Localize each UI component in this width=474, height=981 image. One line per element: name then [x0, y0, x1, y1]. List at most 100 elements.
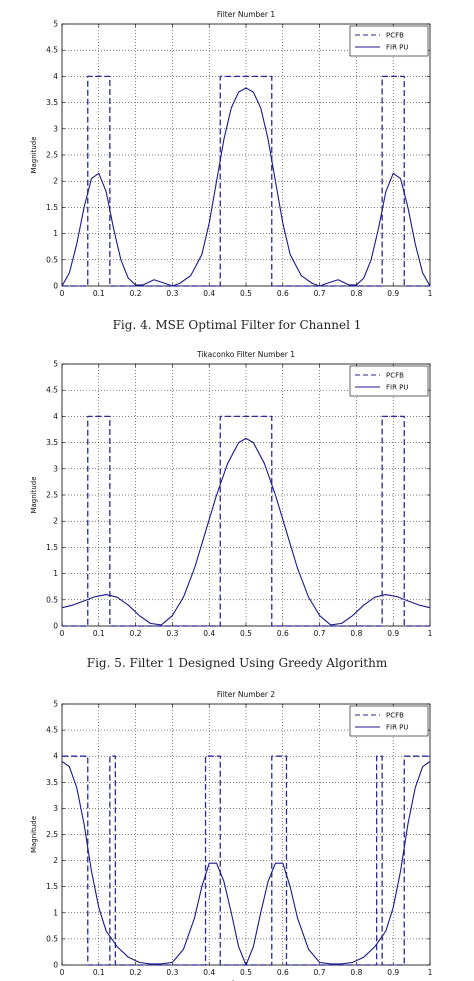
y-tick-label: 1.5	[46, 203, 58, 212]
fir-pu-series-line	[61, 760, 431, 966]
chart-panel-2: 0 0.1 0.2 0.3 0.4 0.5 0.6 0.7 0.8 0.9 1 0 0.5 1 1.5 2 2.…	[0, 340, 474, 640]
y-tick-label: 2	[53, 517, 58, 526]
y-tick-label: 0	[53, 961, 58, 970]
x-tick-label: 0.6	[277, 289, 289, 298]
y-tick-label: 3.5	[46, 778, 58, 787]
chart-panel-3: 0 0.1 0.2 0.3 0.4 0.5 0.6 0.7 0.8 0.9 1 0 0.5 1 1.5 2 2.…	[0, 676, 474, 981]
y-tick-label: 1	[53, 908, 58, 917]
x-tick-label: 1	[428, 968, 433, 977]
y-axis: 0 0.5 1 1.5 2 2.5 3 3.5 4 4.5 5	[46, 700, 430, 970]
pcfb-series-line	[62, 415, 430, 627]
y-tick-label: 1.5	[46, 882, 58, 891]
x-tick-label: 0.8	[350, 968, 362, 977]
x-tick-label: 0.4	[203, 629, 215, 638]
legend-entry: PCFB	[386, 372, 404, 380]
x-tick-label: 0.5	[240, 289, 252, 298]
x-tick-label: 0	[60, 968, 65, 977]
y-tick-label: 0	[53, 282, 58, 291]
y-axis-label: Magnitude	[30, 136, 38, 173]
y-axis: 0 0.5 1 1.5 2 2.5 3 3.5 4 4.5 5	[46, 360, 430, 631]
y-tick-label: 3.5	[46, 98, 58, 107]
y-axis: 0 0.5 1 1.5 2 2.5 3 3.5 4 4.5 5	[46, 20, 430, 291]
x-tick-label: 0.6	[277, 968, 289, 977]
x-tick-label: 0.5	[240, 968, 252, 977]
y-tick-label: 2.5	[46, 151, 58, 160]
x-tick-label: 0.9	[387, 289, 399, 298]
x-tick-label: 0.2	[130, 289, 142, 298]
tikaconko-filter-1-chart: 0 0.1 0.2 0.3 0.4 0.5 0.6 0.7 0.8 0.9 1 0 0.5 1 1.5 2 2.…	[30, 350, 433, 638]
y-axis-label: Magnitude	[30, 816, 38, 853]
figure-caption-4: Fig. 4. MSE Optimal Filter for Channel 1	[112, 318, 362, 332]
x-axis: 0 0.1 0.2 0.3 0.4 0.5 0.6 0.7 0.8 0.9 1	[60, 24, 433, 298]
x-tick-label: 1	[428, 289, 433, 298]
chart-panel-1: 0 0.1 0.2 0.3 0.4 0.5 0.6 0.7 0.8 0.9 1 0 0.5 1 1.5 2 2.…	[0, 0, 474, 300]
chart-title: Filter Number 2	[217, 690, 275, 699]
y-tick-label: 0	[53, 622, 58, 631]
legend-entry: FIR PU	[386, 384, 409, 392]
y-tick-label: 2	[53, 856, 58, 865]
fir-pu-series-line	[61, 437, 431, 626]
fir-pu-series-line	[61, 87, 431, 287]
y-tick-label: 2.5	[46, 830, 58, 839]
y-tick-label: 1	[53, 229, 58, 238]
x-tick-label: 0.3	[166, 289, 178, 298]
y-tick-label: 4.5	[46, 46, 58, 55]
y-tick-label: 2	[53, 177, 58, 186]
pcfb-series-line	[62, 75, 430, 287]
y-tick-label: 0.5	[46, 595, 58, 604]
y-axis-label: Magnitude	[30, 476, 38, 513]
x-tick-label: 0.9	[387, 968, 399, 977]
legend: PCFB FIR PU	[349, 705, 429, 737]
y-tick-label: 1.5	[46, 543, 58, 552]
x-tick-label: 0.5	[240, 629, 252, 638]
legend: PCFB FIR PU	[349, 25, 429, 57]
y-tick-label: 4.5	[46, 726, 58, 735]
figure-caption-5: Fig. 5. Filter 1 Designed Using Greedy A…	[86, 656, 388, 670]
x-tick-label: 0.3	[166, 629, 178, 638]
y-tick-label: 0.5	[46, 255, 58, 264]
y-tick-label: 3.5	[46, 438, 58, 447]
x-tick-label: 0.7	[314, 629, 326, 638]
y-tick-label: 0.5	[46, 934, 58, 943]
legend-box	[349, 365, 429, 397]
filter-1-chart: 0 0.1 0.2 0.3 0.4 0.5 0.6 0.7 0.8 0.9 1 0 0.5 1 1.5 2 2.…	[30, 10, 433, 298]
legend: PCFB FIR PU	[349, 365, 429, 397]
y-tick-label: 3	[53, 804, 58, 813]
x-tick-label: 0.7	[314, 289, 326, 298]
y-tick-label: 4.5	[46, 386, 58, 395]
x-tick-label: 0.1	[93, 289, 105, 298]
chart-title: Filter Number 1	[217, 10, 275, 19]
x-tick-label: 0	[60, 629, 65, 638]
x-tick-label: 0.6	[277, 629, 289, 638]
legend-entry: PCFB	[386, 712, 404, 720]
legend-box	[349, 705, 429, 737]
y-tick-label: 5	[53, 20, 58, 29]
chart-title: Tikaconko Filter Number 1	[196, 350, 295, 359]
x-tick-label: 1	[428, 629, 433, 638]
x-tick-label: 0.8	[350, 289, 362, 298]
x-tick-label: 0.1	[93, 968, 105, 977]
y-tick-label: 4	[53, 412, 58, 421]
x-tick-label: 0.1	[93, 629, 105, 638]
x-tick-label: 0.4	[203, 289, 215, 298]
y-tick-label: 5	[53, 700, 58, 709]
x-axis: 0 0.1 0.2 0.3 0.4 0.5 0.6 0.7 0.8 0.9 1	[60, 704, 433, 977]
x-tick-label: 0.9	[387, 629, 399, 638]
x-tick-label: 0.8	[350, 629, 362, 638]
legend-entry: FIR PU	[386, 44, 409, 52]
x-tick-label: 0.3	[166, 968, 178, 977]
y-tick-label: 2.5	[46, 491, 58, 500]
y-tick-label: 4	[53, 72, 58, 81]
x-tick-label: 0.4	[203, 968, 215, 977]
x-tick-label: 0.7	[314, 968, 326, 977]
y-tick-label: 3	[53, 124, 58, 133]
legend-entry: FIR PU	[386, 724, 409, 732]
x-tick-label: 0.2	[130, 629, 142, 638]
y-tick-label: 5	[53, 360, 58, 369]
filter-2-chart: 0 0.1 0.2 0.3 0.4 0.5 0.6 0.7 0.8 0.9 1 0 0.5 1 1.5 2 2.…	[30, 690, 433, 981]
legend-box	[349, 25, 429, 57]
y-tick-label: 4	[53, 752, 58, 761]
y-tick-label: 1	[53, 569, 58, 578]
legend-entry: PCFB	[386, 32, 404, 40]
x-tick-label: 0	[60, 289, 65, 298]
